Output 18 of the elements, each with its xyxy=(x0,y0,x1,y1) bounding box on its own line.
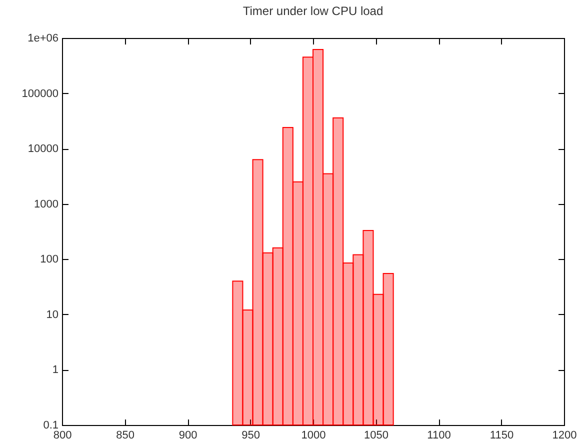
y-tick-label: 1 xyxy=(52,364,58,376)
y-tick-label: 0.1 xyxy=(43,420,58,432)
x-tick-label: 900 xyxy=(178,430,198,442)
y-tick-label: 1000 xyxy=(34,198,58,210)
y-tick-label: 100 xyxy=(40,254,58,266)
x-tick-label: 1150 xyxy=(490,430,514,442)
y-tick-label: 1e+06 xyxy=(28,32,58,44)
x-tick-label: 850 xyxy=(116,430,134,442)
x-tick-label: 1000 xyxy=(301,430,326,442)
x-tick-label: 1050 xyxy=(364,430,388,442)
x-tick-label: 1100 xyxy=(427,430,451,442)
x-tick-label: 1200 xyxy=(552,430,577,442)
x-tick-label: 800 xyxy=(53,430,72,442)
y-tick-label: 10000 xyxy=(28,143,58,156)
chart-title: Timer under low CPU load xyxy=(242,4,384,18)
y-tick-label: 100000 xyxy=(22,88,58,100)
x-tick-label: 950 xyxy=(242,430,260,442)
y-tick-label: 10 xyxy=(46,308,58,321)
